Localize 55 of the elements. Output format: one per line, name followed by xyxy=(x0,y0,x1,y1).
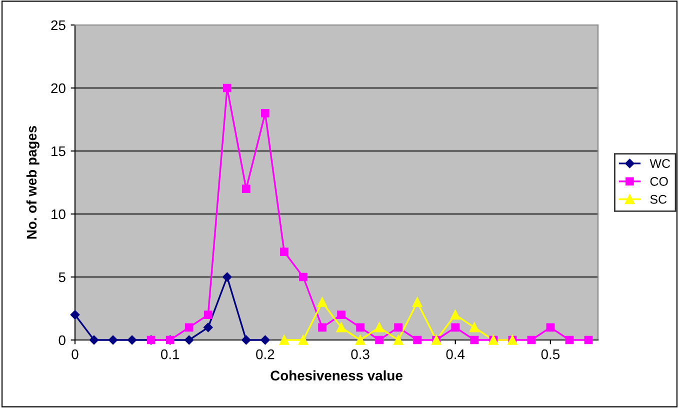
point xyxy=(451,323,460,332)
y-axis-title: No. of web pages xyxy=(26,126,40,239)
y-tick-label: 20 xyxy=(51,83,66,94)
point xyxy=(374,322,384,332)
y-tick-label: 15 xyxy=(52,146,66,156)
y-tick-label: 5 xyxy=(58,272,66,282)
x-tick-label: 0.4 xyxy=(446,349,465,360)
point xyxy=(584,336,593,344)
point xyxy=(298,335,308,345)
legend-label: WC xyxy=(650,159,670,168)
legend-label: CO xyxy=(650,177,668,186)
point xyxy=(89,335,99,345)
point xyxy=(280,248,288,256)
point xyxy=(355,335,366,345)
point xyxy=(336,322,346,332)
point xyxy=(204,322,213,332)
point xyxy=(450,310,460,320)
point xyxy=(317,297,328,308)
point xyxy=(127,335,137,345)
x-tick-label: 0.5 xyxy=(541,349,560,360)
point xyxy=(470,336,479,344)
y-tick-label: 10 xyxy=(52,209,66,220)
point xyxy=(222,84,232,92)
point xyxy=(375,336,384,344)
point xyxy=(393,335,404,345)
point xyxy=(299,272,308,282)
point xyxy=(565,336,574,344)
y-tick-label: 25 xyxy=(51,20,66,30)
point xyxy=(527,336,536,344)
point xyxy=(279,335,290,345)
point xyxy=(413,336,422,344)
x-axis-title: Cohesiveness value xyxy=(270,370,402,381)
point xyxy=(261,109,270,118)
point xyxy=(470,322,480,332)
point xyxy=(70,310,80,320)
point xyxy=(337,310,346,319)
x-tick-label: 0.2 xyxy=(256,349,274,360)
point xyxy=(394,323,402,332)
x-tick-label: 0.3 xyxy=(351,349,370,360)
point xyxy=(184,323,194,332)
point xyxy=(204,310,212,319)
point xyxy=(222,272,232,282)
point xyxy=(108,335,118,345)
point xyxy=(356,323,364,332)
legend-label: SC xyxy=(650,194,667,204)
point xyxy=(546,323,555,332)
point xyxy=(412,297,422,308)
point xyxy=(318,323,326,332)
y-tick-label: 0 xyxy=(58,335,66,346)
point xyxy=(260,335,270,345)
point xyxy=(184,335,194,345)
point xyxy=(242,335,251,345)
x-tick-label: 0.1 xyxy=(160,349,180,360)
x-tick-label: 0 xyxy=(72,349,78,360)
point xyxy=(242,184,250,193)
